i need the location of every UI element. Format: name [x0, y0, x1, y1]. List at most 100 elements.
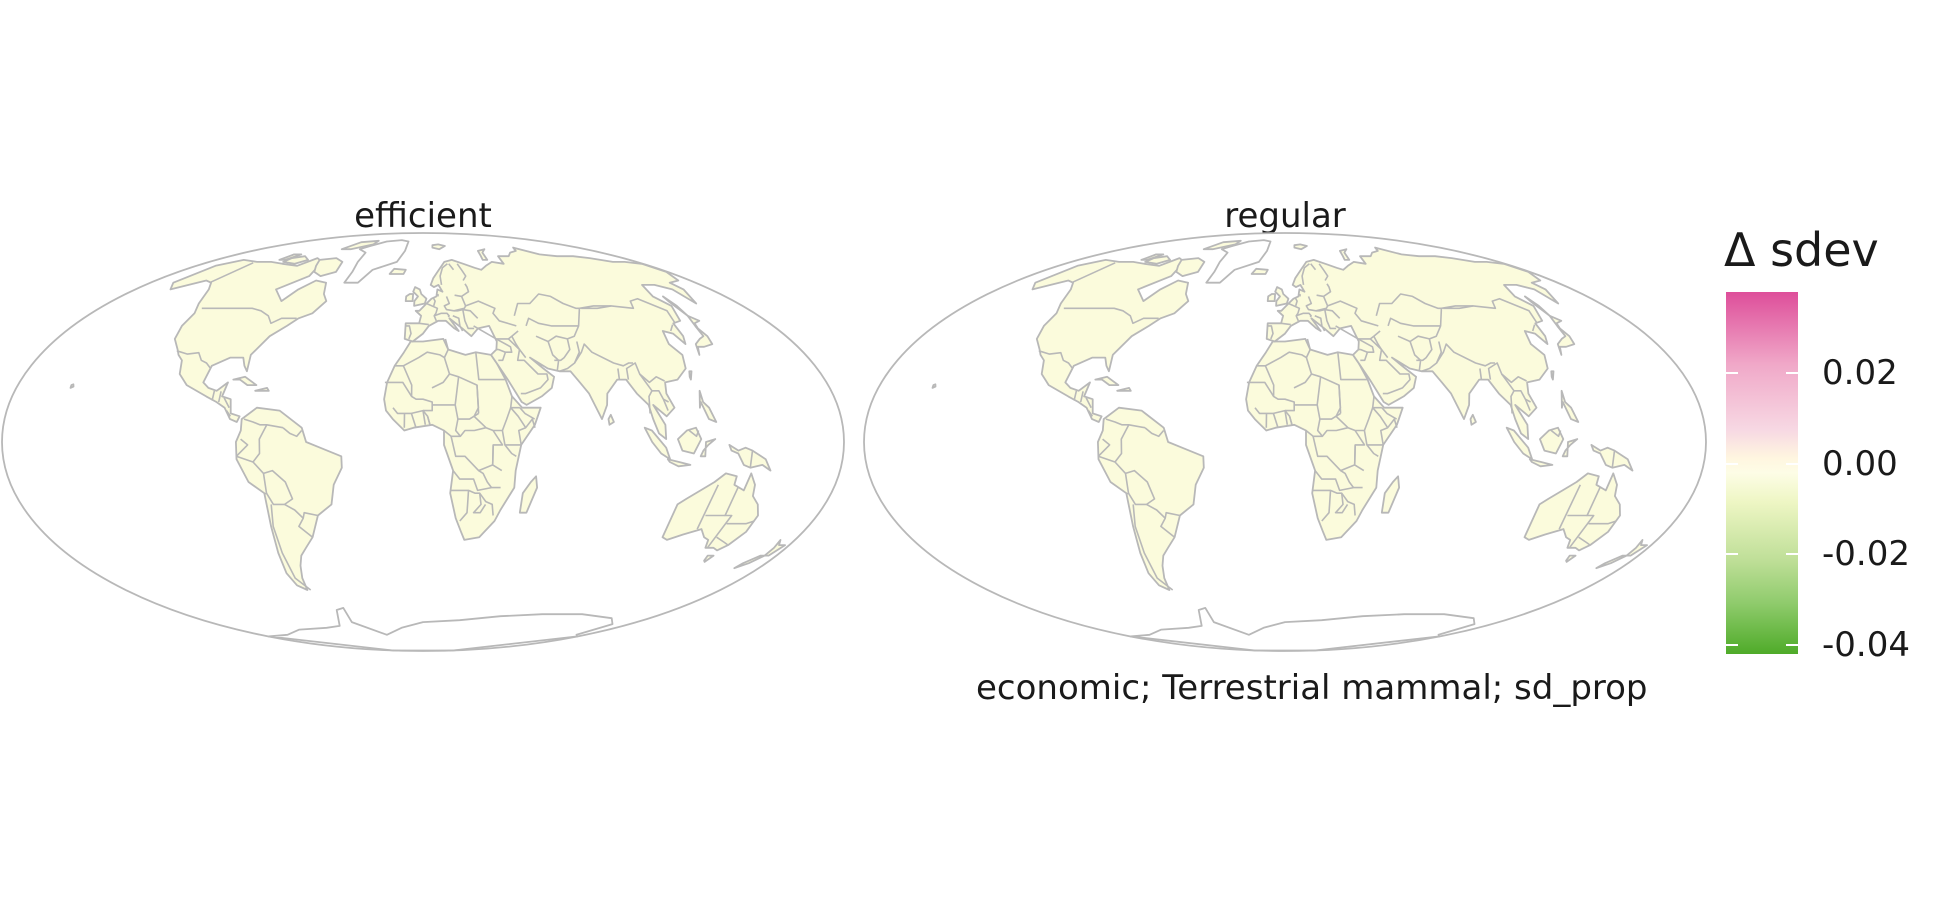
country-border: [1353, 444, 1365, 472]
country-border: [1514, 390, 1531, 411]
landmass-madagascar: [518, 475, 538, 514]
country-border: [223, 397, 230, 409]
country-border: [426, 302, 439, 322]
landmass-philippines: [698, 389, 718, 423]
landmass-south-america: [1097, 406, 1205, 591]
country-border: [1611, 450, 1616, 468]
country-border: [439, 263, 448, 286]
country-border: [509, 396, 536, 429]
country-border: [1550, 429, 1562, 438]
country-border: [716, 536, 729, 546]
landmass-philippines: [1560, 389, 1580, 423]
country-border: [418, 322, 429, 326]
country-border: [1387, 317, 1441, 327]
country-border: [1114, 424, 1130, 463]
landmass-hispaniola: [1116, 387, 1132, 392]
country-border: [405, 325, 412, 340]
country-border: [1316, 418, 1349, 438]
country-border: [1335, 325, 1381, 340]
country-border: [504, 426, 527, 446]
country-border: [726, 520, 755, 525]
country-border: [1568, 487, 1601, 549]
country-border: [1316, 404, 1342, 420]
country-border: [1316, 308, 1341, 319]
landmass-sakhalin: [662, 295, 689, 317]
country-border: [450, 430, 504, 472]
country-border: [696, 484, 720, 530]
country-border: [465, 300, 517, 327]
landmass-africa: [383, 338, 542, 541]
country-border: [1314, 315, 1326, 332]
country-border: [1310, 263, 1317, 271]
landmass-banks-island: [1140, 253, 1165, 261]
country-border: [501, 430, 517, 457]
landmass-sakhalin: [1524, 295, 1551, 317]
country-border: [1164, 511, 1181, 519]
country-border: [443, 338, 449, 358]
color-legend: Δ sdev 0.02 0.00 -0.02 -0.04: [1724, 222, 1950, 672]
country-border: [1284, 410, 1289, 425]
landmass-svalbard: [431, 243, 446, 251]
landmass-baffin: [1175, 257, 1206, 277]
country-border: [452, 470, 501, 492]
landmass-cuba: [232, 375, 258, 386]
country-border: [1363, 430, 1379, 457]
country-border: [1443, 305, 1474, 310]
landmass-banks-island: [278, 253, 303, 261]
country-border: [1105, 418, 1146, 429]
country-border: [1327, 300, 1379, 327]
landmass-baffin: [313, 257, 344, 277]
country-border: [384, 381, 433, 412]
country-border: [1038, 350, 1074, 369]
landmass-hawaii: [931, 383, 937, 389]
country-border: [1409, 341, 1422, 372]
landmass-cuba: [1094, 375, 1120, 386]
country-border: [456, 263, 467, 281]
country-border: [535, 297, 676, 343]
country-border: [217, 391, 222, 403]
landmass-ireland: [404, 293, 414, 302]
country-border: [475, 352, 506, 381]
country-border: [1337, 352, 1368, 381]
country-border: [1531, 324, 1536, 332]
country-border: [454, 404, 480, 420]
country-border: [1525, 398, 1531, 403]
landmass-taiwan: [688, 370, 693, 381]
country-border: [252, 424, 268, 463]
country-border: [1288, 416, 1293, 426]
panel-title: efficient: [354, 196, 492, 236]
landmass-tasmania: [703, 554, 715, 563]
country-border: [511, 335, 549, 395]
country-border: [669, 324, 674, 332]
landmass-hawaii: [69, 383, 75, 389]
country-border: [1340, 469, 1355, 489]
landmass-svalbard: [1293, 243, 1308, 251]
country-border: [402, 365, 413, 397]
landmass-borneo: [1539, 426, 1565, 455]
country-border: [461, 283, 470, 298]
world-map: [863, 232, 1707, 652]
country-border: [1063, 307, 1159, 325]
country-border: [432, 297, 436, 307]
country-border: [225, 410, 232, 417]
landmass-iceland: [1250, 267, 1269, 275]
country-border: [1588, 520, 1617, 525]
country-border: [513, 293, 580, 317]
country-border: [1397, 297, 1538, 343]
country-border: [1558, 484, 1582, 530]
landmass-taiwan: [1550, 370, 1555, 381]
country-border: [394, 351, 451, 389]
landmass-japan: [1548, 314, 1576, 356]
country-border: [1366, 426, 1389, 446]
country-border: [201, 307, 297, 325]
country-border: [1375, 293, 1442, 317]
landmass-australia: [1523, 472, 1621, 552]
landmass-sri-lanka: [1469, 413, 1477, 426]
country-border: [1125, 469, 1156, 506]
landmass-ireland: [1266, 293, 1276, 302]
country-border: [525, 317, 579, 327]
country-border: [1280, 322, 1291, 326]
country-border: [706, 487, 739, 549]
landmass-new-guinea: [728, 444, 772, 472]
country-border: [554, 338, 571, 362]
